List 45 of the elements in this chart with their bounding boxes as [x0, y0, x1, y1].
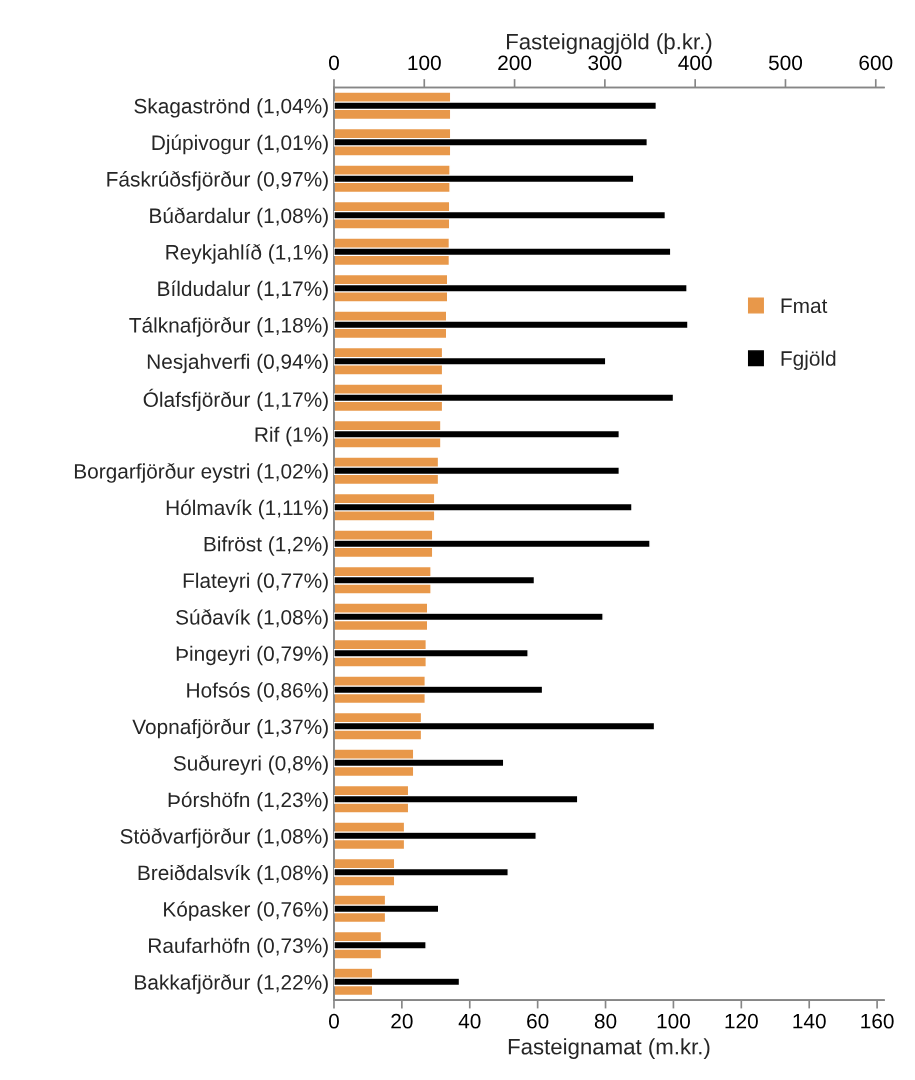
- y-tick-label: Nesjahverfi (0,94%): [147, 353, 328, 374]
- y-tick-label: Reykjahlíð (1,1%): [166, 244, 328, 264]
- x2-tick-label: 300: [588, 55, 622, 71]
- x-axis-title: Fasteignamat (m.kr.): [508, 1038, 710, 1059]
- y-tick-label: Hofsós (0,86%): [187, 682, 328, 702]
- y-tick-label: Búðardalur (1,08%): [150, 207, 328, 228]
- legend-label: Fgjöld: [781, 350, 836, 370]
- y-tick-label: Súðavík (1,08%): [176, 609, 328, 629]
- x-tick-label: 60: [527, 1013, 549, 1029]
- y-tick-label: Tálknafjörður (1,18%): [129, 317, 328, 337]
- y-tick-label: Fáskrúðsfjörður (0,97%): [107, 171, 328, 191]
- y-tick-label: Djúpivogur (1,01%): [152, 134, 328, 155]
- x2-axis-title: Fasteignagjöld (þ.kr.): [507, 33, 712, 54]
- y-tick-label: Suðureyri (0,8%): [173, 755, 328, 775]
- x-tick-label: 120: [725, 1013, 758, 1029]
- x-tick-label: 40: [458, 1013, 481, 1029]
- y-tick-label: Bakkafjörður (1,22%): [135, 974, 328, 994]
- y-tick-label: Bíldudalur (1,17%): [158, 280, 328, 301]
- x2-tick-label: 100: [408, 55, 441, 71]
- y-tick-label: Skagaströnd (1,04%): [134, 98, 328, 118]
- y-tick-label: Flateyri (0,77%): [183, 572, 328, 593]
- x2-tick-label: 400: [678, 55, 712, 71]
- x-tick-label: 20: [391, 1013, 413, 1029]
- x2-tick-label: 200: [498, 55, 532, 71]
- y-tick-label: Kópasker (0,76%): [164, 901, 328, 921]
- x-tick-label: 100: [657, 1013, 690, 1029]
- x-tick-label: 0: [329, 1013, 339, 1029]
- y-tick-label: Þórshöfn (1,23%): [168, 791, 328, 812]
- legend-label: Fmat: [781, 298, 828, 314]
- y-tick-label: Borgarfjörður eystri (1,02%): [74, 463, 328, 483]
- y-tick-label: Stöðvarfjörður (1,08%): [120, 828, 328, 848]
- x-tick-label: 160: [861, 1013, 894, 1029]
- y-tick-label: Bifröst (1,2%): [204, 536, 328, 556]
- x2-tick-label: 500: [768, 55, 803, 71]
- y-tick-label: Þingeyri (0,79%): [176, 645, 328, 666]
- x2-tick-label: 600: [859, 55, 893, 71]
- y-tick-label: Vopnafjörður (1,37%): [132, 718, 328, 739]
- y-tick-label: Ólafsfjörður (1,17%): [143, 388, 328, 412]
- y-tick-label: Hólmavík (1,11%): [166, 499, 328, 520]
- y-tick-label: Breiðdalsvík (1,08%): [138, 864, 328, 885]
- y-tick-label: Rif (1%): [255, 426, 328, 447]
- y-tick-label: Raufarhöfn (0,73%): [149, 937, 328, 958]
- x-tick-label: 140: [793, 1013, 826, 1029]
- x2-tick-label: 0: [329, 55, 339, 71]
- x-tick-label: 80: [594, 1013, 617, 1029]
